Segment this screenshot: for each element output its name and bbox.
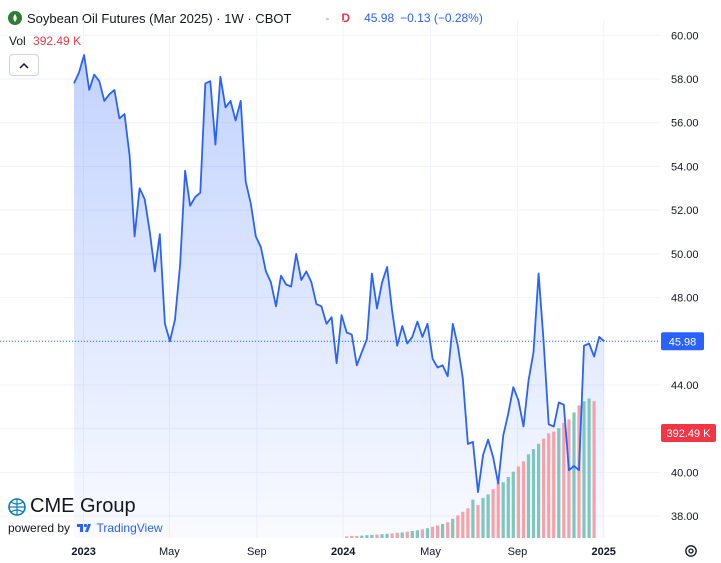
y-tick-label: 50.00	[671, 249, 699, 261]
volume-bar	[365, 535, 369, 538]
y-tick-label: 38.00	[671, 511, 699, 523]
y-tick-label: 44.00	[671, 380, 699, 392]
chart-header: Soybean Oil Futures (Mar 2025) · 1W · CB…	[8, 8, 483, 28]
y-tick-label: 52.00	[671, 205, 699, 217]
volume-badge-label: 392.49 K	[666, 428, 711, 440]
symbol-title[interactable]: Soybean Oil Futures (Mar 2025) · 1W · CB…	[27, 10, 292, 26]
volume-bar	[506, 477, 510, 538]
dash-indicator: -	[325, 11, 330, 25]
gear-icon[interactable]	[684, 544, 698, 558]
volume-bar	[425, 528, 430, 538]
volume-bar	[466, 508, 470, 538]
volume-bar	[496, 482, 500, 538]
y-tick-label: 60.00	[671, 30, 699, 42]
last-price: 45.98	[364, 11, 395, 25]
volume-bar	[526, 454, 531, 538]
volume-bar	[405, 531, 409, 538]
volume-bar	[375, 534, 379, 538]
x-tick-label: 2025	[591, 546, 615, 558]
y-tick-label: 56.00	[671, 118, 699, 130]
cme-logo: CME Group	[8, 495, 163, 518]
volume-bar	[567, 419, 571, 538]
volume-bar	[370, 534, 374, 538]
volume-bar	[587, 398, 591, 538]
chevron-up-icon	[19, 62, 29, 69]
y-tick-label: 58.00	[671, 74, 699, 86]
price-change: −0.13 (−0.28%)	[400, 11, 483, 25]
volume-bar	[461, 511, 465, 538]
tradingview-link[interactable]: TradingView	[96, 521, 163, 535]
x-tick-label: Sep	[508, 546, 528, 558]
volume-bar	[446, 522, 450, 538]
volume-bar	[390, 533, 394, 538]
volume-bar	[441, 524, 445, 538]
volume-bar	[400, 532, 404, 538]
volume-badge	[661, 424, 716, 442]
volume-bar	[385, 533, 389, 538]
volume-bar	[476, 504, 480, 538]
y-tick-label: 48.00	[671, 293, 699, 305]
volume-bar	[355, 535, 359, 538]
soybean-drop-icon	[8, 11, 22, 25]
volume-bar	[572, 412, 576, 538]
x-tick-label: May	[159, 546, 180, 558]
volume-legend: Vol 392.49 K	[9, 34, 81, 48]
volume-bar	[420, 529, 424, 538]
x-tick-label: 2023	[71, 546, 95, 558]
volume-bar	[410, 531, 414, 538]
volume-bar	[360, 535, 364, 538]
volume-bar	[521, 461, 526, 538]
volume-bar	[471, 499, 475, 538]
globe-icon	[8, 497, 26, 516]
x-tick-label: May	[420, 546, 441, 558]
y-tick-label: 40.00	[671, 467, 699, 479]
volume-bar	[491, 489, 495, 538]
volume-bar	[456, 515, 460, 538]
volume-bar	[380, 534, 384, 538]
volume-bar	[481, 497, 485, 538]
volume-bar	[486, 494, 490, 538]
tradingview-logo-icon	[77, 523, 92, 532]
volume-bar	[430, 526, 435, 538]
collapse-legend-button[interactable]	[9, 54, 39, 76]
price-area-fill	[74, 55, 605, 538]
volume-bar	[436, 525, 440, 538]
volume-bar	[592, 401, 596, 538]
volume-bar	[537, 443, 541, 538]
volume-bar	[531, 449, 536, 538]
powered-by-label: powered by	[8, 521, 71, 535]
volume-bar	[501, 482, 505, 538]
volume-bar	[516, 466, 520, 538]
powered-by: powered by TradingView	[8, 521, 163, 535]
volume-bar	[547, 433, 551, 538]
cme-logo-text: CME Group	[30, 495, 136, 517]
volume-bar	[415, 530, 419, 538]
volume-value: 392.49 K	[33, 34, 82, 48]
volume-bar	[511, 471, 515, 538]
volume-bar	[345, 536, 349, 538]
volume-bar	[582, 401, 586, 538]
delayed-flag: D	[341, 11, 351, 25]
price-badge-label: 45.98	[669, 336, 697, 348]
volume-bar	[557, 428, 561, 538]
volume-bar	[562, 422, 566, 538]
price-badge	[661, 332, 704, 351]
volume-label: Vol	[9, 34, 26, 48]
volume-bar	[552, 431, 556, 538]
volume-bar	[395, 532, 399, 538]
cme-branding: CME Group powered by TradingView	[8, 495, 163, 535]
volume-bar	[542, 438, 546, 538]
x-tick-label: Sep	[247, 546, 267, 558]
y-tick-label: 54.00	[671, 161, 699, 173]
volume-bar	[350, 535, 354, 538]
volume-bar	[451, 518, 455, 538]
price-line[interactable]	[73, 54, 605, 493]
volume-bar	[577, 405, 581, 538]
x-tick-label: 2024	[331, 546, 356, 558]
